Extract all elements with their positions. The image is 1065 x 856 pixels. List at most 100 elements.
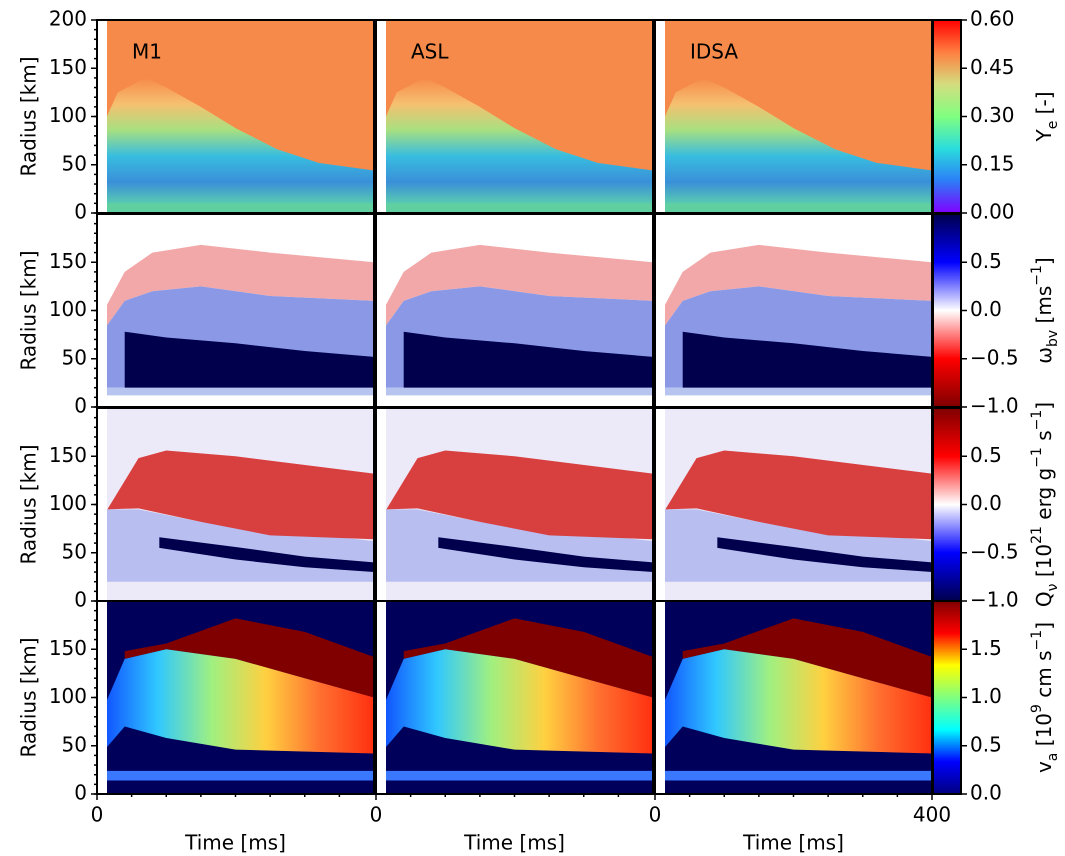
colorbar-tick-label: 0.00: [970, 200, 1015, 224]
field-region: [107, 450, 374, 540]
y-tick-label: 150: [49, 443, 87, 467]
x-tick-label: 0: [649, 803, 662, 827]
colorbar-tick-label: 0.15: [970, 151, 1015, 175]
colorbar-label: va [109 cm s−1]: [1029, 622, 1061, 773]
heatmap: [655, 214, 932, 407]
y-tick-label: 0: [74, 588, 87, 612]
field-region: [682, 331, 932, 388]
blank-strip: [97, 214, 107, 407]
colorbar-tick-label: 0.5: [970, 443, 1002, 467]
panel-label: IDSA: [690, 40, 738, 64]
field-region: [124, 618, 374, 698]
label-part: [10: [1032, 544, 1056, 584]
label-superscript: −1: [1029, 410, 1045, 431]
field-region: [386, 450, 653, 540]
colorbar-label: Ye [-]: [1032, 91, 1062, 142]
y-tick-label: 100: [49, 491, 87, 515]
blank-strip: [97, 601, 107, 794]
colorbar-tick-label: −1.0: [970, 588, 1019, 612]
colorbar-tick-label: −0.5: [970, 345, 1019, 369]
field-region: [403, 331, 653, 388]
label-superscript: −1: [1029, 630, 1045, 651]
label-part: ]: [1032, 622, 1056, 630]
blank-strip: [97, 408, 107, 601]
colorbar-tick-label: −1.0: [970, 394, 1019, 418]
colorbar-tick-label: 0.5: [970, 249, 1002, 273]
label-superscript: 21: [1029, 526, 1045, 544]
y-tick-label: 0: [74, 394, 87, 418]
colorbar: [932, 407, 962, 602]
field-region: [382, 649, 653, 754]
label-part: [10: [1032, 713, 1056, 753]
heatmap: [97, 408, 374, 601]
label-part: Y: [1032, 129, 1056, 143]
y-tick-label: 100: [49, 103, 87, 127]
y-tick-label: 150: [49, 55, 87, 79]
y-axis-label: Radius [km]: [17, 56, 41, 176]
colorbar-tick-label: 1.0: [970, 684, 1002, 708]
y-axis-label: Radius [km]: [17, 250, 41, 370]
field-region: [382, 387, 653, 396]
label-part: ]: [1032, 402, 1056, 410]
label-subscript: e: [1045, 121, 1061, 130]
colorbar-label: Qν [1021 erg g−1 s−1]: [1029, 402, 1061, 607]
heatmap: [655, 408, 932, 601]
label-superscript: −1: [1029, 447, 1045, 468]
colorbar: [932, 19, 962, 214]
x-axis-label: Time [ms]: [742, 831, 844, 855]
field-region: [438, 537, 653, 573]
field-region: [159, 537, 374, 573]
field-region: [665, 450, 932, 540]
field-region: [381, 77, 653, 209]
y-tick-label: 200: [49, 7, 87, 31]
label-part: ω: [1032, 347, 1056, 364]
blank-strip: [655, 20, 665, 213]
colorbar-tick-label: 0.5: [970, 732, 1002, 756]
colorbar-tick-label: 1.5: [970, 636, 1002, 660]
label-part: erg g: [1032, 468, 1056, 526]
x-axis-label: Time [ms]: [184, 831, 286, 855]
field-region: [384, 770, 653, 781]
blank-strip: [655, 601, 665, 794]
field-region: [717, 537, 932, 573]
colorbar-tick-label: 0.60: [970, 7, 1015, 31]
label-subscript: bv: [1045, 330, 1061, 347]
blank-strip: [376, 601, 386, 794]
label-subscript: ν: [1045, 583, 1061, 591]
heatmap: [655, 20, 932, 213]
y-tick-label: 50: [62, 345, 87, 369]
field-region: [102, 203, 374, 213]
label-superscript: 9: [1029, 704, 1045, 713]
heatmap: [376, 20, 653, 213]
panel-label: M1: [132, 40, 162, 64]
y-tick-label: 50: [62, 732, 87, 756]
y-axis-label: Radius [km]: [17, 444, 41, 564]
x-axis-label: Time [ms]: [463, 831, 565, 855]
heatmap: [376, 214, 653, 407]
field-region: [103, 387, 374, 396]
heatmap: [376, 601, 653, 794]
field-region: [103, 649, 374, 754]
field-region: [103, 244, 374, 330]
colorbar: [932, 600, 962, 795]
blank-strip: [97, 20, 107, 213]
label-part: v: [1032, 761, 1056, 773]
x-tick-label: 0: [91, 803, 104, 827]
colorbar-tick-label: 0.0: [970, 491, 1002, 515]
field-region: [660, 203, 932, 213]
y-tick-label: 100: [49, 684, 87, 708]
field-region: [381, 203, 653, 213]
colorbar: [932, 213, 962, 408]
label-part: Q: [1032, 591, 1056, 607]
field-region: [403, 618, 653, 698]
field-region: [661, 387, 932, 396]
field-region: [124, 331, 374, 388]
panel-label: ASL: [411, 40, 449, 64]
field-region: [105, 770, 374, 781]
blank-strip: [376, 408, 386, 601]
y-axis-label: Radius [km]: [17, 637, 41, 757]
colorbar-tick-label: −0.5: [970, 539, 1019, 563]
label-superscript: −1: [1029, 265, 1045, 286]
label-part: [ms: [1032, 286, 1056, 330]
